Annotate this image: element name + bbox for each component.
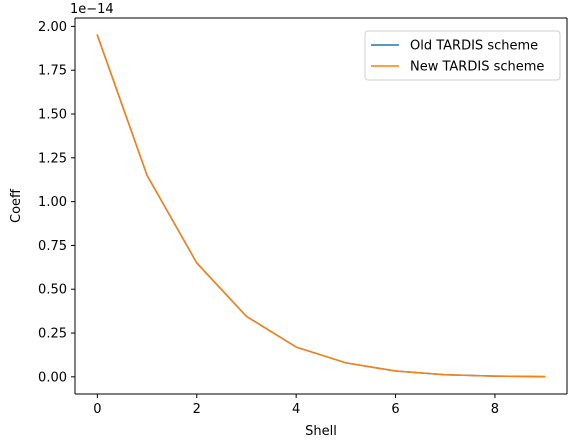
legend: Old TARDIS scheme New TARDIS scheme [364,30,561,81]
legend-label-old: Old TARDIS scheme [410,39,538,54]
legend-box [364,30,561,81]
x-axis: 0 2 4 6 8 [93,394,499,417]
x-tick-label: 4 [292,402,300,417]
x-tick-label: 6 [391,402,399,417]
plot-area [75,18,567,394]
y-axis-label: Coeff [9,188,24,223]
y-tick-label: 0.00 [38,370,67,385]
x-tick-label: 8 [491,402,499,417]
y-tick-label: 0.75 [38,239,67,254]
y-tick-label: 1.75 [38,64,67,79]
y-tick-label: 1.25 [38,151,67,166]
series-line-new [96,34,546,378]
y-tick-label: 2.00 [38,20,67,35]
y-tick-label: 1.50 [38,108,67,123]
x-tick-label: 0 [93,402,101,417]
x-axis-label: Shell [305,424,337,439]
series-layer [96,34,546,378]
y-axis: 0.00 0.25 0.50 0.75 1.00 1.25 1.50 1.75 2.00 [38,20,75,385]
y-tick-label: 0.25 [38,327,67,342]
y-tick-label: 0.50 [38,283,67,298]
x-tick-label: 2 [193,402,201,417]
legend-label-new: New TARDIS scheme [410,60,544,75]
y-tick-label: 1.00 [38,195,67,210]
y-offset-label: 1e−14 [70,2,114,17]
axes-frame [74,17,568,395]
